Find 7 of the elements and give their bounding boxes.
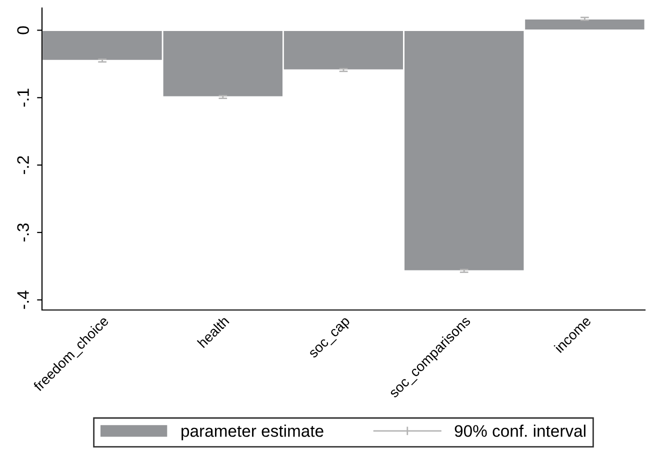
y-tick-label: -.3 [17, 223, 29, 242]
y-tick-label: -.1 [17, 88, 29, 107]
y-tick-label: -.4 [17, 290, 29, 309]
legend-label: parameter estimate [182, 424, 324, 440]
y-tick-label: 0 [17, 26, 29, 34]
text: 90% conf. interval [454, 424, 586, 437]
y-tick-label: -.2 [17, 156, 29, 174]
